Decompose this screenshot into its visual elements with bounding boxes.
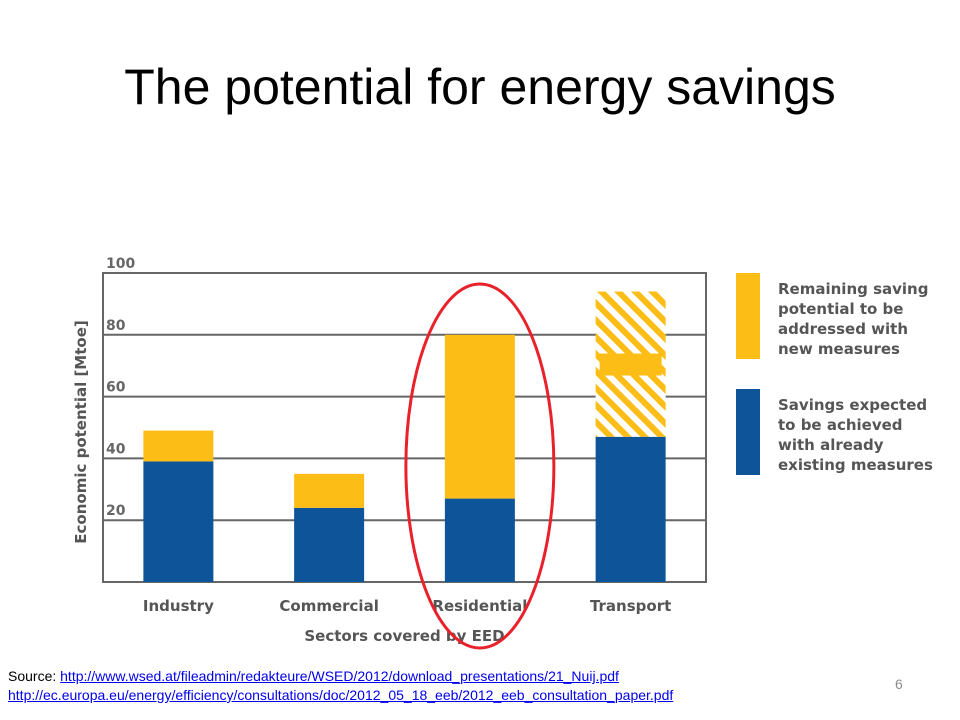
legend-existing-text-2: with already [778,436,884,454]
source-block: Source: http://www.wsed.at/fileadmin/red… [8,667,673,705]
legend-remaining-text-1: potential to be [778,300,903,318]
legend-existing-text-1: to be achieved [778,416,903,434]
legend-remaining-swatch [736,273,760,359]
bar-existing-residential [444,498,515,582]
x-tick-label-transport: Transport [590,597,671,615]
bar-existing-commercial [294,507,365,582]
bar-existing-transport [595,436,666,582]
page-number: 6 [895,676,903,692]
transport-bar-marker [599,353,662,376]
legend-existing-text-3: existing measures [778,456,933,474]
y-tick-label-40: 40 [106,441,126,457]
slide-title: The potential for energy savings [124,59,836,115]
bar-remaining-residential [444,334,515,499]
source-link-1[interactable]: http://www.wsed.at/fileadmin/redakteure/… [60,668,619,684]
bar-remaining-industry [143,430,214,462]
bar-existing-industry [143,461,214,582]
highlight-ellipse [404,282,556,650]
y-tick-label-80: 80 [106,318,126,334]
legend-remaining-text-0: Remaining saving [778,280,928,298]
bar-remaining-commercial [294,473,365,508]
source-label: Source: [8,668,61,684]
source-link-2[interactable]: http://ec.europa.eu/energy/efficiency/co… [8,687,674,703]
source-line-2: http://ec.europa.eu/energy/efficiency/co… [8,686,673,705]
legend-existing-swatch [736,389,760,475]
y-tick-label-60: 60 [106,380,126,396]
x-axis-label: Sectors covered by EED [304,627,504,645]
y-tick-label-20: 20 [106,503,126,519]
legend-existing-text-0: Savings expected [778,396,927,414]
x-tick-label-residential: Residential [432,597,527,615]
source-line-1: Source: http://www.wsed.at/fileadmin/red… [8,667,673,686]
x-tick-label-commercial: Commercial [279,597,378,615]
x-tick-label-industry: Industry [143,597,214,615]
legend-remaining-text-3: new measures [778,340,900,358]
y-tick-label-100: 100 [106,256,135,272]
legend-remaining-text-2: addressed with [778,320,908,338]
y-axis-label: Economic potential [Mtoe] [72,320,90,543]
